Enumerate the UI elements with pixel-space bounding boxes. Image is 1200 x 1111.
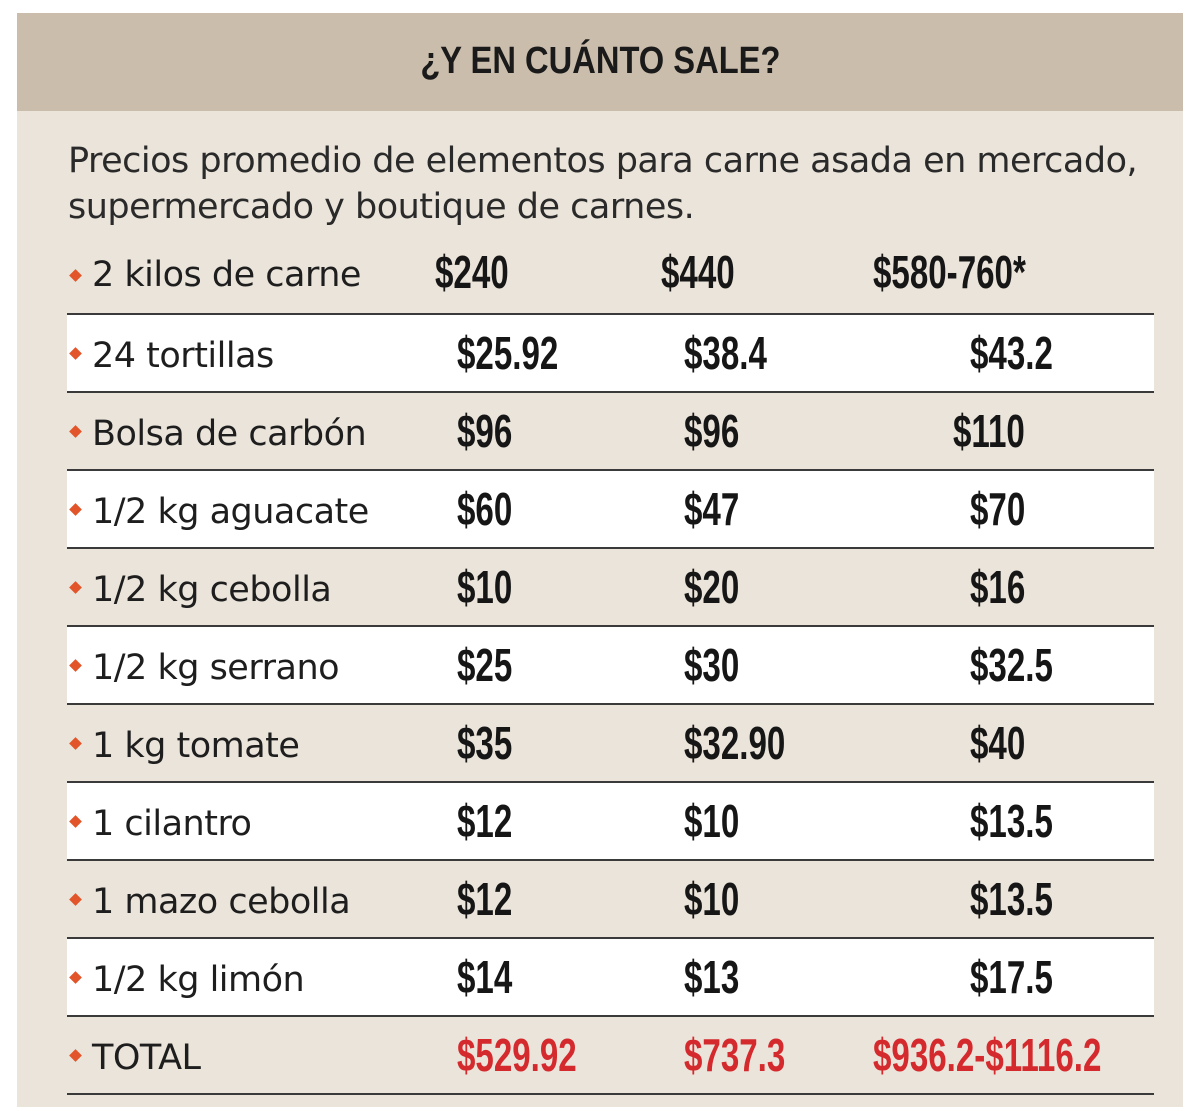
price-boutique: $32.5 bbox=[970, 639, 1053, 691]
price-mercado: $12 bbox=[457, 873, 513, 925]
total-boutique: $936.2-$1116.2 bbox=[873, 1029, 1102, 1081]
orange-diamond-bullet-icon bbox=[69, 1049, 82, 1062]
price-supermercado: $10 bbox=[684, 873, 740, 925]
price-supermercado: $47 bbox=[684, 483, 740, 535]
price-mercado: $35 bbox=[457, 717, 513, 769]
item-label: 1/2 kg limón bbox=[92, 960, 305, 1000]
table-row: 2 kilos de carne $240 $440 $580-760* bbox=[67, 237, 1154, 315]
price-mercado: $60 bbox=[457, 483, 513, 535]
price-mercado: $96 bbox=[457, 405, 513, 457]
item-label: 1/2 kg cebolla bbox=[92, 570, 332, 610]
price-supermercado: $96 bbox=[684, 405, 740, 457]
orange-diamond-bullet-icon bbox=[69, 425, 82, 438]
table-row: 1/2 kg aguacate $60 $47 $70 bbox=[67, 471, 1154, 549]
item-label: 1/2 kg serrano bbox=[92, 648, 340, 688]
price-mercado: $25.92 bbox=[457, 327, 559, 379]
price-boutique: $13.5 bbox=[970, 873, 1053, 925]
price-mercado: $240 bbox=[435, 246, 509, 298]
orange-diamond-bullet-icon bbox=[69, 659, 82, 672]
orange-diamond-bullet-icon bbox=[69, 503, 82, 516]
total-supermercado: $737.3 bbox=[684, 1029, 786, 1081]
price-supermercado: $13 bbox=[684, 951, 740, 1003]
item-label: 1 kg tomate bbox=[92, 726, 300, 766]
orange-diamond-bullet-icon bbox=[69, 347, 82, 360]
price-supermercado: $38.4 bbox=[684, 327, 767, 379]
price-boutique: $17.5 bbox=[970, 951, 1053, 1003]
price-supermercado: $32.90 bbox=[684, 717, 786, 769]
price-supermercado: $10 bbox=[684, 795, 740, 847]
table-row: 24 tortillas $25.92 $38.4 $43.2 bbox=[67, 315, 1154, 393]
table-row: 1/2 kg limón $14 $13 $17.5 bbox=[67, 939, 1154, 1017]
price-supermercado: $20 bbox=[684, 561, 740, 613]
price-mercado: $14 bbox=[457, 951, 513, 1003]
item-label: 24 tortillas bbox=[92, 336, 274, 376]
item-label: 2 kilos de carne bbox=[92, 255, 361, 295]
price-mercado: $10 bbox=[457, 561, 513, 613]
price-table-card: ¿Y EN CUÁNTO SALE? Precios promedio de e… bbox=[17, 13, 1183, 1107]
total-row: TOTAL $529.92 $737.3 $936.2-$1116.2 bbox=[67, 1017, 1154, 1095]
item-label: 1 mazo cebolla bbox=[92, 882, 351, 922]
price-supermercado: $440 bbox=[661, 246, 735, 298]
table-row: 1 mazo cebolla $12 $10 $13.5 bbox=[67, 861, 1154, 939]
price-boutique: $70 bbox=[970, 483, 1026, 535]
item-label: Bolsa de carbón bbox=[92, 414, 367, 454]
total-label: TOTAL bbox=[92, 1038, 201, 1078]
total-mercado: $529.92 bbox=[457, 1029, 577, 1081]
subtitle: Precios promedio de elementos para carne… bbox=[68, 141, 1138, 227]
orange-diamond-bullet-icon bbox=[69, 971, 82, 984]
price-mercado: $12 bbox=[457, 795, 513, 847]
price-table: 2 kilos de carne $240 $440 $580-760* 24 … bbox=[67, 237, 1154, 1095]
table-row: 1/2 kg serrano $25 $30 $32.5 bbox=[67, 627, 1154, 705]
orange-diamond-bullet-icon bbox=[69, 815, 82, 828]
orange-diamond-bullet-icon bbox=[69, 581, 82, 594]
price-mercado: $25 bbox=[457, 639, 513, 691]
table-row: Bolsa de carbón $96 $96 $110 bbox=[67, 393, 1154, 471]
price-boutique: $43.2 bbox=[970, 327, 1053, 379]
price-boutique: $110 bbox=[953, 405, 1025, 457]
header-bar: ¿Y EN CUÁNTO SALE? bbox=[17, 13, 1183, 111]
price-supermercado: $30 bbox=[684, 639, 740, 691]
price-boutique: $16 bbox=[970, 561, 1026, 613]
orange-diamond-bullet-icon bbox=[69, 893, 82, 906]
table-row: 1 kg tomate $35 $32.90 $40 bbox=[67, 705, 1154, 783]
item-label: 1/2 kg aguacate bbox=[92, 492, 369, 532]
page-title: ¿Y EN CUÁNTO SALE? bbox=[419, 39, 781, 82]
price-boutique: $13.5 bbox=[970, 795, 1053, 847]
price-boutique: $40 bbox=[970, 717, 1026, 769]
orange-diamond-bullet-icon bbox=[69, 737, 82, 750]
table-row: 1 cilantro $12 $10 $13.5 bbox=[67, 783, 1154, 861]
price-boutique: $580-760* bbox=[873, 246, 1026, 298]
table-row: 1/2 kg cebolla $10 $20 $16 bbox=[67, 549, 1154, 627]
orange-diamond-bullet-icon bbox=[69, 269, 82, 282]
item-label: 1 cilantro bbox=[92, 804, 252, 844]
